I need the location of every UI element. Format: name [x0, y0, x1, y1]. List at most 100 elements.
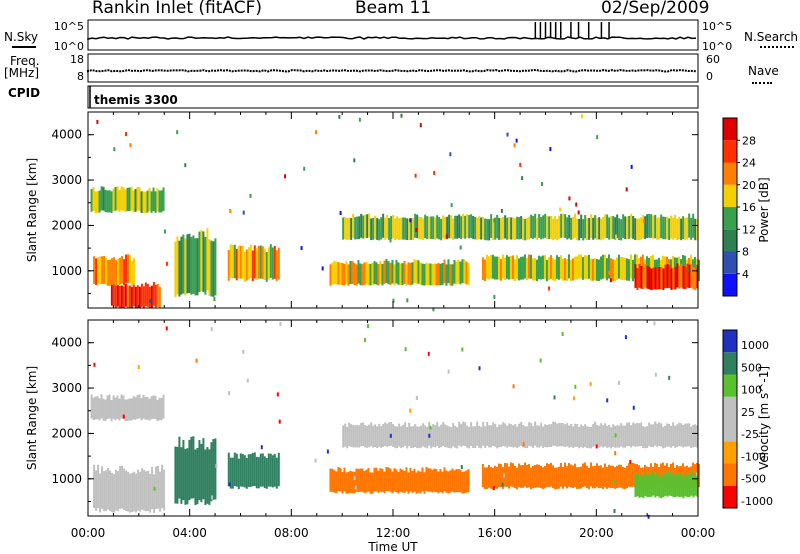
echo-cell	[694, 424, 697, 448]
echo-cell	[437, 471, 440, 494]
echo-speckle	[653, 321, 656, 326]
echo-cell	[331, 468, 334, 492]
echo-cell	[118, 189, 121, 213]
echo-cell	[586, 218, 589, 240]
echo-cell	[527, 464, 530, 488]
echo-cell	[342, 217, 345, 240]
echo-cell	[233, 452, 236, 487]
echo-cell	[118, 398, 121, 421]
echo-cell	[97, 464, 100, 509]
echo-cell	[542, 426, 545, 449]
echo-cell	[390, 216, 393, 239]
echo-cell	[548, 216, 551, 240]
echo-speckle	[521, 176, 524, 181]
echo-speckle	[165, 326, 168, 331]
echo-cell	[446, 425, 449, 448]
echo-cell	[123, 468, 126, 510]
echo-cell	[534, 421, 537, 446]
echo-cell	[612, 216, 615, 239]
echo-region	[93, 254, 136, 287]
echo-cell	[380, 217, 383, 240]
echo-cell	[381, 263, 384, 286]
echo-cell	[105, 257, 108, 285]
echo-cell	[452, 218, 455, 241]
echo-cell	[456, 427, 459, 449]
echo-cell	[379, 468, 382, 492]
echo-cell	[374, 424, 377, 448]
echo-cell	[255, 248, 258, 280]
echo-cell	[377, 470, 380, 493]
echo-cell	[378, 219, 381, 241]
echo-cell	[551, 258, 554, 281]
echo-cell	[492, 218, 495, 241]
echo-cell	[112, 283, 115, 307]
echo-cell	[107, 467, 110, 510]
echo-cell	[491, 467, 494, 490]
echo-cell	[488, 425, 491, 448]
velocity-colorbar-tick-label: -500	[741, 473, 766, 486]
echo-cell	[544, 213, 547, 238]
echo-cell	[457, 259, 460, 284]
echo-cell	[513, 465, 516, 489]
echo-speckle	[568, 196, 571, 201]
velocity-data-layer	[90, 321, 700, 519]
echo-speckle	[406, 298, 409, 303]
echo-cell	[564, 424, 567, 447]
echo-cell	[499, 258, 502, 281]
echo-cell	[672, 267, 675, 290]
echo-cell	[212, 439, 215, 500]
echo-cell	[590, 427, 593, 449]
echo-cell	[350, 424, 353, 447]
freq-unit-label: [MHz]	[4, 66, 40, 80]
nave-legend-line	[752, 82, 772, 84]
echo-cell	[547, 464, 550, 488]
echo-cell	[527, 254, 530, 279]
echo-cell	[441, 471, 444, 494]
echo-cell	[407, 262, 410, 285]
echo-cell	[628, 215, 631, 239]
echo-cell	[616, 214, 619, 239]
echo-cell	[599, 256, 602, 280]
echo-cell	[452, 422, 455, 447]
velocity-colorbar-swatch	[723, 419, 737, 442]
echo-cell	[642, 426, 645, 448]
echo-cell	[632, 215, 635, 239]
echo-cell	[620, 219, 623, 241]
echo-cell	[357, 260, 360, 284]
echo-cell	[696, 218, 699, 241]
echo-cell	[582, 219, 585, 241]
echo-cell	[603, 463, 606, 488]
echo-cell	[591, 258, 594, 281]
echo-cell	[518, 217, 521, 240]
echo-cell	[134, 189, 137, 212]
echo-cell	[375, 467, 378, 492]
echo-cell	[188, 439, 191, 501]
echo-speckle	[624, 335, 627, 340]
echo-cell	[486, 219, 489, 241]
y-tick-label: 3000	[51, 381, 82, 395]
echo-cell	[431, 264, 434, 286]
echo-cell	[369, 263, 372, 286]
echo-cell	[426, 216, 429, 239]
echo-speckle	[113, 147, 116, 152]
echo-speckle	[596, 135, 599, 140]
echo-region	[634, 471, 699, 499]
echo-cell	[672, 422, 675, 446]
echo-cell	[660, 214, 663, 239]
echo-cell	[552, 218, 555, 241]
echo-cell	[438, 216, 441, 240]
echo-cell	[520, 422, 523, 446]
echo-cell	[335, 471, 338, 494]
y-tick-label: 1000	[51, 472, 82, 486]
echo-cell	[671, 255, 674, 280]
echo-cell	[556, 423, 559, 447]
echo-cell	[393, 264, 396, 286]
echo-cell	[352, 213, 355, 238]
echo-region	[110, 281, 161, 308]
echo-cell	[688, 264, 691, 289]
echo-speckle	[427, 351, 430, 356]
echo-cell	[671, 462, 674, 487]
echo-cell	[107, 259, 110, 286]
power-colorbar-tick-label: 8	[742, 246, 749, 259]
echo-cell	[419, 471, 422, 494]
